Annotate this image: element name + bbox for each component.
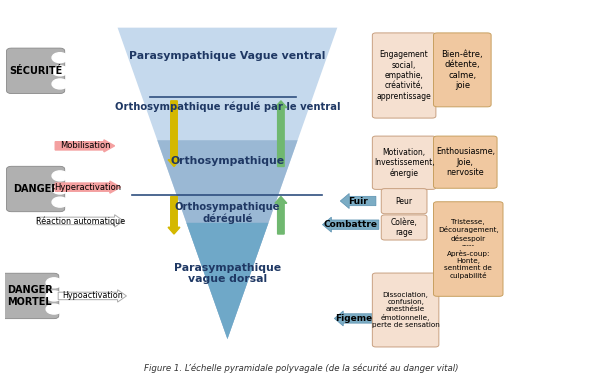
Text: Peur: Peur bbox=[395, 197, 413, 206]
Text: Orthosympathique régulé par le ventral: Orthosympathique régulé par le ventral bbox=[115, 101, 340, 112]
FancyBboxPatch shape bbox=[373, 136, 436, 189]
Polygon shape bbox=[118, 28, 337, 339]
Text: DANGER
MORTEL: DANGER MORTEL bbox=[7, 285, 53, 307]
Text: Figure 1. L’échelle pyramidale polyvagale (de la sécurité au danger vital): Figure 1. L’échelle pyramidale polyvagal… bbox=[145, 363, 459, 373]
Text: Tristesse,
Découragement,
désespoir
-----
Après-coup:
Honte,
sentiment de
culpab: Tristesse, Découragement, désespoir ----… bbox=[438, 219, 499, 279]
FancyBboxPatch shape bbox=[434, 33, 491, 107]
FancyArrow shape bbox=[275, 101, 287, 166]
Text: Combattre: Combattre bbox=[323, 220, 377, 229]
Text: Parasympathique Vague ventral: Parasympathique Vague ventral bbox=[129, 51, 326, 61]
FancyArrow shape bbox=[37, 215, 124, 227]
FancyArrow shape bbox=[55, 140, 115, 152]
Circle shape bbox=[52, 197, 68, 207]
Text: Enthousiasme,
Joie,
nervosite: Enthousiasme, Joie, nervosite bbox=[436, 147, 495, 177]
Text: Motivation,
Investissement,
énergie: Motivation, Investissement, énergie bbox=[374, 147, 434, 178]
Text: SÉCURITÉ: SÉCURITÉ bbox=[9, 66, 62, 76]
FancyArrow shape bbox=[322, 217, 379, 232]
FancyBboxPatch shape bbox=[381, 189, 427, 214]
FancyBboxPatch shape bbox=[1, 273, 59, 319]
FancyArrow shape bbox=[55, 181, 121, 193]
Text: Fuir: Fuir bbox=[348, 197, 368, 206]
Text: Mobilisation: Mobilisation bbox=[59, 141, 110, 150]
FancyArrow shape bbox=[58, 290, 127, 302]
Circle shape bbox=[52, 53, 68, 63]
FancyBboxPatch shape bbox=[7, 166, 65, 212]
Text: Hyperactivation: Hyperactivation bbox=[55, 183, 121, 192]
FancyArrow shape bbox=[168, 197, 180, 234]
FancyBboxPatch shape bbox=[381, 215, 427, 240]
Text: Parasympathique
vague dorsal: Parasympathique vague dorsal bbox=[174, 263, 281, 284]
Circle shape bbox=[52, 66, 68, 76]
FancyBboxPatch shape bbox=[373, 33, 436, 118]
Polygon shape bbox=[157, 140, 298, 339]
Circle shape bbox=[52, 184, 68, 194]
FancyBboxPatch shape bbox=[434, 136, 497, 188]
Text: DANGER: DANGER bbox=[13, 184, 58, 194]
FancyBboxPatch shape bbox=[373, 273, 439, 347]
Circle shape bbox=[52, 79, 68, 89]
Text: Orthosympathique
dérégulé: Orthosympathique dérégulé bbox=[175, 202, 280, 225]
FancyArrow shape bbox=[168, 101, 180, 166]
FancyBboxPatch shape bbox=[434, 202, 503, 296]
FancyArrow shape bbox=[275, 197, 287, 234]
Text: Réaction automatique: Réaction automatique bbox=[36, 216, 125, 226]
Text: Hypoactivation: Hypoactivation bbox=[62, 291, 123, 301]
Circle shape bbox=[46, 278, 62, 288]
Text: Figement: Figement bbox=[335, 314, 383, 323]
Circle shape bbox=[52, 171, 68, 181]
FancyBboxPatch shape bbox=[7, 48, 65, 93]
Text: Colère,
rage: Colère, rage bbox=[391, 218, 418, 237]
Polygon shape bbox=[187, 223, 268, 339]
FancyArrow shape bbox=[340, 194, 376, 209]
Text: Dissociation,
confusion,
anesthésie
émotionnelle,
perte de sensation: Dissociation, confusion, anesthésie émot… bbox=[372, 293, 439, 328]
Circle shape bbox=[46, 291, 62, 301]
FancyArrow shape bbox=[334, 311, 385, 326]
Text: Engagement
social,
empathie,
créativité,
apprentissage: Engagement social, empathie, créativité,… bbox=[377, 50, 431, 101]
Text: Orthosympathique: Orthosympathique bbox=[170, 156, 284, 166]
Text: Bien-être,
détente,
calme,
joie: Bien-être, détente, calme, joie bbox=[442, 50, 483, 90]
Circle shape bbox=[46, 304, 62, 314]
